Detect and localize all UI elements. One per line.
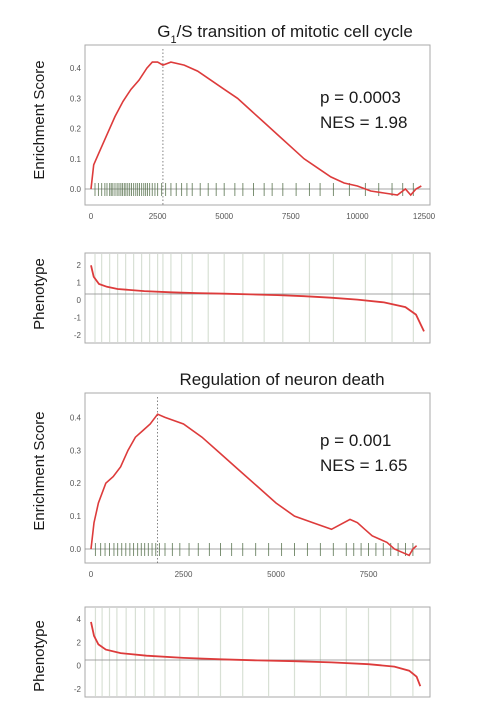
plot-area-enrichment-2 bbox=[84, 392, 431, 564]
chart-title-g1s: G1/S transition of mitotic cell cycle bbox=[157, 22, 413, 46]
y-axis-label-phenotype-2: Phenotype bbox=[31, 620, 48, 692]
x-tick-label: 5000 bbox=[267, 570, 285, 579]
y-tick-label: 0.2 bbox=[70, 125, 82, 134]
y-tick-label: 0 bbox=[77, 662, 82, 671]
panel-neuron-phenotype: Phenotype 4 2 0 -2 bbox=[31, 606, 431, 698]
enrichment-curve-2 bbox=[90, 413, 418, 557]
y-tick-label: -2 bbox=[74, 685, 82, 694]
x-ticks-enrichment-2: 0 2500 5000 7500 bbox=[89, 570, 378, 579]
y-ticks-phenotype-1: 2 1 0 -1 -2 bbox=[74, 261, 82, 340]
x-tick-label: 2500 bbox=[175, 570, 193, 579]
y-ticks-phenotype-2: 4 2 0 -2 bbox=[74, 615, 82, 694]
y-ticks-enrichment-2: 0.4 0.3 0.2 0.1 0.0 bbox=[70, 413, 82, 554]
x-ticks-enrichment-1: 0 2500 5000 7500 10000 12500 bbox=[89, 212, 436, 221]
chart-title-neuron: Regulation of neuron death bbox=[179, 370, 384, 389]
y-tick-label: 1 bbox=[77, 279, 82, 288]
x-tick-label: 0 bbox=[89, 212, 94, 221]
x-tick-label: 2500 bbox=[149, 212, 167, 221]
plot-area-phenotype-2 bbox=[84, 606, 431, 698]
x-tick-label: 0 bbox=[89, 570, 94, 579]
panel-g1s-phenotype: Phenotype 2 1 0 -1 -2 bbox=[31, 252, 431, 344]
plot-area-phenotype-1 bbox=[84, 252, 431, 344]
x-tick-label: 5000 bbox=[215, 212, 233, 221]
y-tick-label: 0.1 bbox=[70, 155, 82, 164]
enrichment-curve-1 bbox=[90, 61, 422, 197]
y-tick-label: -2 bbox=[74, 331, 82, 340]
ranked-metric-curve-2 bbox=[90, 621, 422, 687]
x-tick-label: 10000 bbox=[346, 212, 369, 221]
y-tick-label: 0 bbox=[77, 296, 82, 305]
y-axis-label-enrichment-1: Enrichment Score bbox=[31, 60, 48, 179]
p-value-1: p = 0.0003 bbox=[320, 88, 401, 107]
y-tick-label: 0.0 bbox=[70, 185, 82, 194]
y-tick-label: 4 bbox=[77, 615, 82, 624]
y-ticks-enrichment-1: 0.4 0.3 0.2 0.1 0.0 bbox=[70, 64, 82, 194]
ranked-metric-curve-1 bbox=[90, 265, 425, 332]
nes-value-2: NES = 1.65 bbox=[320, 456, 407, 475]
x-tick-label: 7500 bbox=[282, 212, 300, 221]
x-tick-label: 12500 bbox=[413, 212, 436, 221]
y-tick-label: 0.2 bbox=[70, 479, 82, 488]
y-axis-label-enrichment-2: Enrichment Score bbox=[31, 411, 48, 530]
p-value-2: p = 0.001 bbox=[320, 431, 391, 450]
y-tick-label: 0.0 bbox=[70, 545, 82, 554]
nes-value-1: NES = 1.98 bbox=[320, 113, 407, 132]
panel-g1s-enrichment: G1/S transition of mitotic cell cycle En… bbox=[31, 22, 436, 221]
y-tick-label: 2 bbox=[77, 638, 82, 647]
hit-marks-2 bbox=[94, 543, 414, 556]
y-tick-label: 0.1 bbox=[70, 512, 82, 521]
panel-neuron-enrichment: Regulation of neuron death Enrichment Sc… bbox=[31, 370, 431, 579]
y-tick-label: 0.4 bbox=[70, 64, 82, 73]
y-tick-label: 0.3 bbox=[70, 446, 82, 455]
y-tick-label: 2 bbox=[77, 261, 82, 270]
y-tick-label: 0.4 bbox=[70, 413, 82, 422]
y-axis-label-phenotype-1: Phenotype bbox=[31, 258, 48, 330]
y-tick-label: -1 bbox=[74, 314, 82, 323]
y-tick-label: 0.3 bbox=[70, 94, 82, 103]
plot-area-enrichment-1 bbox=[84, 44, 431, 206]
x-tick-label: 7500 bbox=[360, 570, 378, 579]
